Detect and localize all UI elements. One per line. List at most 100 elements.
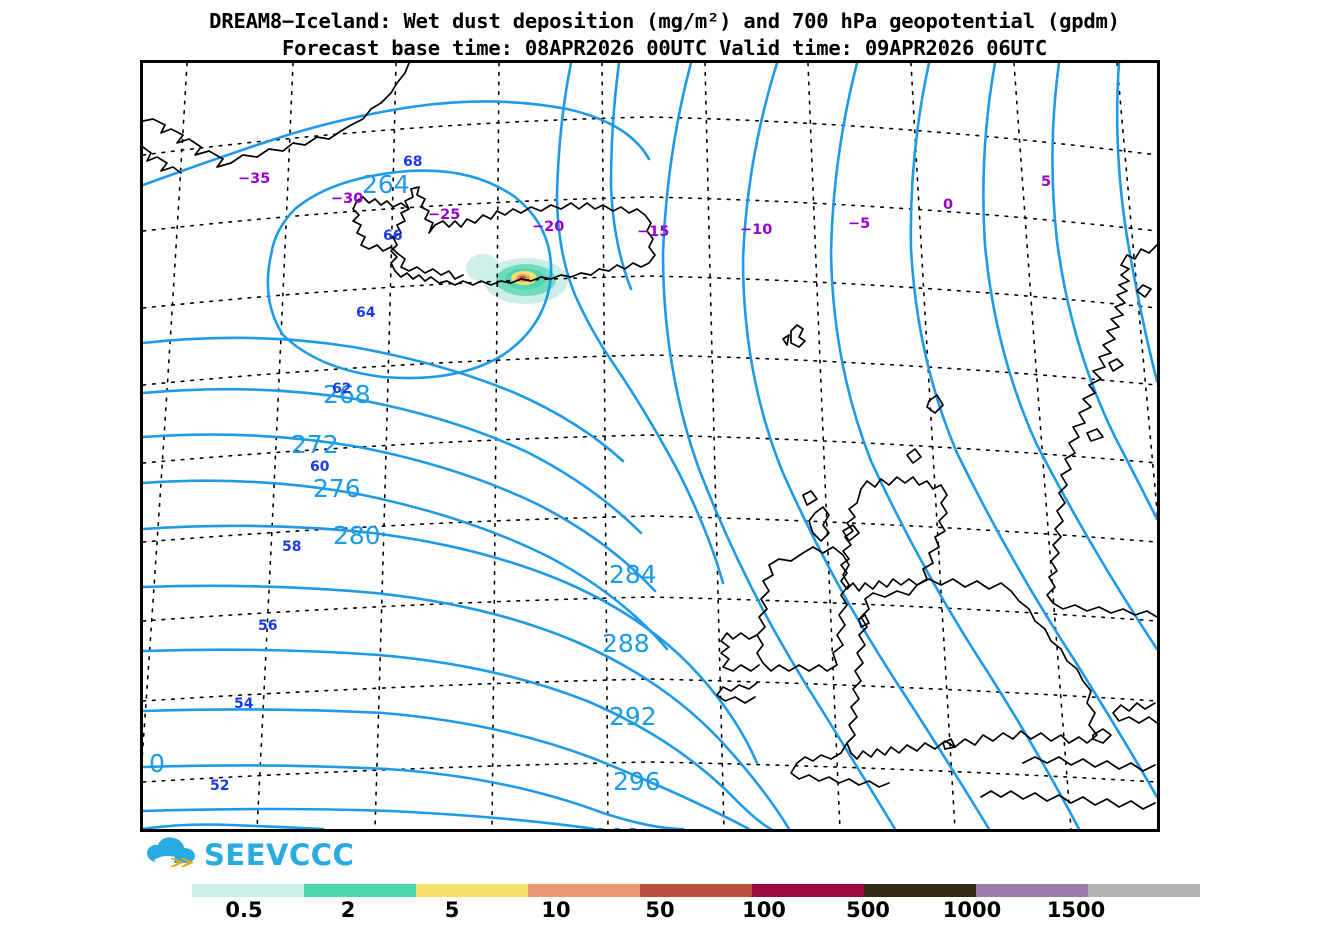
coastline-lewis <box>802 490 818 506</box>
colorbar-tick-label: 10 <box>541 898 571 922</box>
colorbar-tick-label: 2 <box>340 898 356 922</box>
lon-label: −20 <box>532 219 564 235</box>
arrow-icon <box>170 858 194 867</box>
contour-280 <box>143 479 669 651</box>
latitude-labels: 68 66 64 62 60 58 56 54 52 50 <box>210 154 422 794</box>
forecast-time-subtitle: Forecast base time: 08APR2026 00UTC Vali… <box>282 36 1047 61</box>
lat-label: 62 <box>332 381 351 397</box>
lon-label: −5 <box>848 216 870 232</box>
lon-label: −35 <box>238 171 270 187</box>
coastline-faroe-small <box>782 334 790 346</box>
coastline-skye <box>842 524 860 542</box>
coastline-isle-of-man <box>858 614 870 628</box>
contour-label: 268 <box>323 380 371 409</box>
colorbar-segment <box>304 884 416 897</box>
contour-trough-6 <box>1051 63 1157 521</box>
contour-label: 0 <box>149 749 165 778</box>
lat-label: 68 <box>403 154 422 170</box>
lat-label: 52 <box>210 778 229 794</box>
lat-label: 60 <box>310 459 330 475</box>
map-panel[interactable]: 264 268 272 276 280 284 288 292 296 300 … <box>140 60 1160 832</box>
logo-svg: SEEVCCC <box>147 837 354 872</box>
coastline-isle-of-wight <box>942 738 956 750</box>
coastlines <box>143 63 1157 810</box>
coastline-england-wales <box>846 578 1098 760</box>
coastline-ireland <box>756 546 850 672</box>
page-title: DREAM8−Iceland: Wet dust deposition (mg/… <box>209 9 1120 33</box>
longitude-labels: −35 −30 −25 −20 −15 −10 −5 0 5 <box>238 171 1051 240</box>
lon-label: 5 <box>1041 174 1051 190</box>
colorbar-segment <box>640 884 752 897</box>
contour-trough-1 <box>661 63 897 829</box>
contour-label: 284 <box>609 560 657 589</box>
colorbar-segment <box>752 884 864 897</box>
logo-text: SEEVCCC <box>204 838 354 872</box>
contour-labels: 264 268 272 276 280 284 288 292 296 300 … <box>149 170 661 829</box>
contour-trough-5 <box>982 63 1157 651</box>
colorbar-segment <box>864 884 976 897</box>
contour-label: 280 <box>333 521 381 550</box>
contour-292 <box>143 648 773 829</box>
colorbar-tick-label: 100 <box>742 898 786 922</box>
contour-308 <box>143 823 325 829</box>
coastline-shetland <box>926 394 944 414</box>
colorbar-segment <box>416 884 528 897</box>
coastline-faroe <box>790 324 806 348</box>
contour-label: 300 <box>593 823 641 829</box>
contour-284 <box>143 524 759 765</box>
contour-296 <box>143 708 751 829</box>
colorbar-segment <box>192 884 304 897</box>
coastline-continent-north <box>1022 756 1156 772</box>
lon-label: −25 <box>428 207 460 223</box>
contour-288 <box>143 584 791 829</box>
seevccc-logo[interactable]: SEEVCCC <box>144 836 359 872</box>
contour-trough-4 <box>909 63 1157 799</box>
contour-label: 296 <box>613 767 661 796</box>
geopotential-contours <box>143 63 1157 829</box>
map-canvas[interactable]: 264 268 272 276 280 284 288 292 296 300 … <box>143 63 1157 829</box>
coastline-norway-island-2 <box>1108 358 1124 372</box>
colorbar-segment <box>528 884 640 897</box>
coastline-greenland <box>143 63 410 168</box>
coastline-orkney <box>906 448 922 464</box>
colorbar-tick-label: 500 <box>846 898 890 922</box>
graticule <box>143 63 1157 829</box>
colorbar-tick-label: 50 <box>645 898 675 922</box>
colorbar-tick-label: 0.5 <box>225 898 263 922</box>
contour-304 <box>143 807 597 829</box>
coastline-iceland-west <box>396 252 464 280</box>
lon-label: 0 <box>943 197 953 213</box>
contour-outer-north <box>143 100 651 187</box>
coastline-cornwall <box>790 742 890 788</box>
contour-trough-2 <box>741 63 991 829</box>
contour-label: 288 <box>602 629 650 658</box>
coastline-norway-island-3 <box>1086 428 1104 442</box>
contour-label: 272 <box>291 430 339 459</box>
coastline-denmark-island <box>1092 728 1112 744</box>
lat-label: 56 <box>258 618 277 634</box>
contour-label: 292 <box>609 702 657 731</box>
coastline-denmark <box>1112 702 1157 724</box>
colorbar-tick-label: 5 <box>444 898 460 922</box>
coastline-greenland-detail <box>143 146 182 174</box>
lon-label: −30 <box>331 191 363 207</box>
coastline-iceland-westfjords <box>352 196 410 254</box>
coastline-france <box>980 790 1156 810</box>
contour-label: 264 <box>362 170 410 199</box>
contour-272 <box>143 387 643 535</box>
lat-label: 64 <box>356 305 376 321</box>
colorbar-tick-label: 1500 <box>1046 898 1106 922</box>
colorbar-strip <box>192 884 1200 897</box>
cloud-icon <box>147 837 195 863</box>
lat-label: 58 <box>282 539 301 555</box>
contour-trough-3 <box>829 63 1081 829</box>
contour-iceland-flank <box>555 63 725 585</box>
coastline-ireland-west <box>720 632 760 672</box>
colorbar[interactable]: 0.5 2 5 10 50 100 500 1000 1500 <box>140 884 1200 924</box>
lon-label: −10 <box>740 222 772 238</box>
contour-276 <box>143 433 657 593</box>
contour-label: 276 <box>313 474 361 503</box>
coastline-iceland <box>390 186 656 286</box>
lon-label: −15 <box>637 224 669 240</box>
colorbar-segment <box>976 884 1088 897</box>
